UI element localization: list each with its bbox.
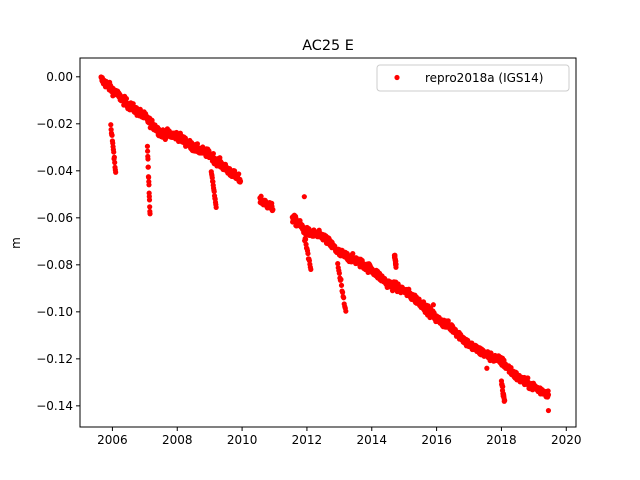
x-tick-label: 2010	[227, 433, 258, 447]
data-point	[445, 318, 451, 324]
data-point	[237, 178, 244, 184]
data-point	[144, 143, 151, 149]
data-point	[270, 206, 276, 213]
data-point	[308, 266, 314, 272]
chart-title: AC25 E	[302, 38, 354, 54]
data-point	[545, 407, 552, 414]
legend-box	[376, 64, 570, 92]
x-tick-label: 2012	[292, 433, 323, 447]
data-point	[341, 295, 347, 301]
y-axis: 0.00 −0.02 −0.04 −0.06 −0.08 −0.10 −0.12 −0.14	[36, 70, 80, 413]
data-point	[302, 236, 309, 242]
y-axis-label: m	[9, 237, 23, 249]
data-point	[145, 164, 151, 170]
data-point	[146, 197, 153, 203]
y-tick-label: −0.12	[36, 352, 73, 366]
data-point	[508, 364, 514, 371]
data-point	[112, 159, 118, 166]
data-point	[111, 154, 117, 160]
data-point	[109, 132, 115, 138]
data-point	[393, 261, 399, 268]
y-tick-label: −0.14	[36, 399, 73, 413]
data-point	[147, 204, 153, 210]
data-point	[525, 375, 531, 381]
data-point	[108, 122, 114, 128]
data-point	[301, 230, 307, 236]
data-point	[194, 141, 201, 147]
x-tick-label: 2014	[356, 433, 387, 447]
data-point	[338, 282, 345, 288]
data-point	[500, 384, 506, 390]
legend-marker	[394, 74, 400, 81]
x-tick-label: 2020	[551, 433, 582, 447]
data-point	[210, 150, 216, 157]
data-point	[145, 156, 151, 162]
y-tick-label: −0.10	[36, 305, 73, 319]
legend: repro2018a (IGS14)	[376, 64, 570, 92]
data-point	[502, 397, 508, 404]
data-point	[213, 204, 219, 210]
data-point	[339, 289, 346, 295]
data-point	[146, 174, 152, 180]
x-tick-label: 2018	[486, 433, 517, 447]
data-point	[146, 182, 152, 188]
data-point	[211, 188, 217, 195]
data-point	[350, 250, 356, 257]
x-tick-label: 2006	[97, 433, 128, 447]
data-point	[545, 392, 552, 398]
data-point	[343, 308, 349, 314]
data-point	[545, 388, 551, 394]
data-point	[147, 211, 153, 217]
data-point	[236, 171, 242, 177]
data-point	[111, 149, 117, 155]
data-points	[98, 74, 552, 414]
data-point	[338, 276, 344, 283]
data-point	[123, 96, 130, 102]
x-tick-label: 2016	[421, 433, 452, 447]
plot-area-frame	[79, 57, 577, 428]
y-tick-label: −0.08	[36, 258, 73, 272]
data-point	[430, 302, 436, 308]
x-axis: 2006 2008 2010 2012 2014 2016 2018 2020	[97, 427, 582, 447]
y-tick-label: −0.06	[36, 211, 73, 225]
data-point	[335, 261, 341, 267]
data-point	[145, 148, 151, 154]
data-point	[301, 194, 307, 200]
data-point	[113, 169, 119, 175]
x-tick-label: 2008	[162, 433, 193, 447]
y-tick-label: −0.02	[36, 117, 73, 131]
data-point	[305, 250, 311, 257]
data-point	[484, 365, 490, 371]
y-tick-label: −0.04	[36, 164, 73, 178]
data-point	[336, 270, 342, 276]
y-tick-label: 0.00	[46, 70, 73, 84]
legend-label: repro2018a (IGS14)	[425, 71, 543, 85]
